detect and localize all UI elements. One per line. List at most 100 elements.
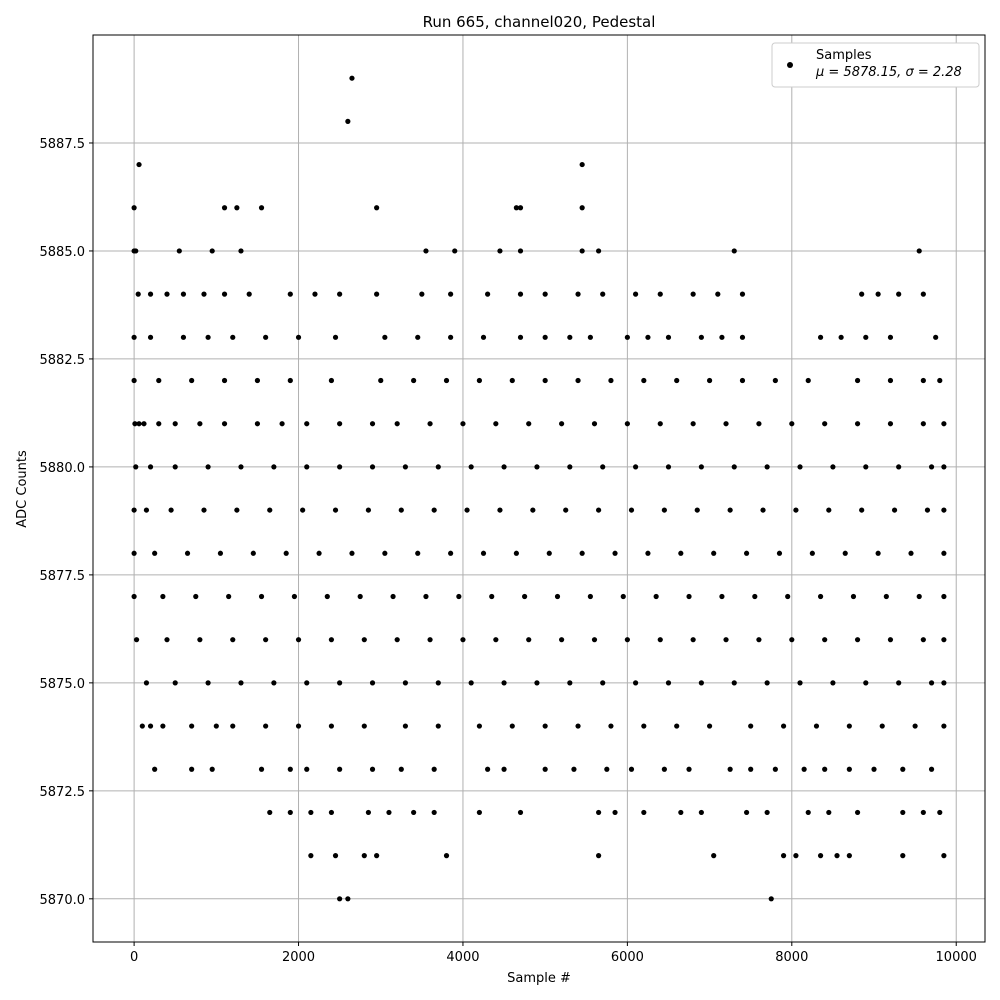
data-point xyxy=(369,421,376,427)
y-tick-label: 5877.5 xyxy=(40,569,86,584)
data-point xyxy=(579,205,585,211)
data-point xyxy=(526,637,532,643)
data-point xyxy=(423,593,429,600)
data-point xyxy=(304,464,310,470)
legend-stats: μ = 5878.15, σ = 2.28 xyxy=(815,65,962,80)
data-point xyxy=(920,291,926,297)
data-point xyxy=(513,205,519,211)
data-point xyxy=(135,291,141,297)
data-point xyxy=(941,550,947,556)
data-point xyxy=(139,723,145,729)
data-point xyxy=(394,637,400,643)
data-point xyxy=(448,550,454,556)
data-point xyxy=(419,291,425,297)
data-point xyxy=(197,637,203,643)
data-point xyxy=(435,723,441,729)
data-point xyxy=(542,723,548,729)
data-point xyxy=(398,766,404,772)
data-point xyxy=(456,593,462,600)
data-point xyxy=(164,637,170,643)
data-points xyxy=(131,75,947,902)
data-point xyxy=(817,853,824,859)
data-point xyxy=(805,377,811,384)
data-point xyxy=(941,637,947,643)
data-point xyxy=(308,853,314,859)
data-point xyxy=(328,377,335,384)
data-point xyxy=(916,593,922,600)
data-point xyxy=(369,766,376,772)
data-point xyxy=(579,550,585,556)
x-tick-label: 10000 xyxy=(936,950,977,965)
data-point xyxy=(764,464,770,470)
chart-title: Run 665, channel020, Pedestal xyxy=(423,13,656,31)
data-point xyxy=(645,550,651,556)
data-point xyxy=(337,766,343,772)
data-point xyxy=(846,853,852,859)
data-point xyxy=(596,507,602,513)
data-point xyxy=(287,766,293,772)
data-point xyxy=(596,809,602,816)
data-point xyxy=(534,464,540,470)
data-point xyxy=(575,291,581,297)
data-point xyxy=(941,680,947,686)
data-point xyxy=(600,291,606,297)
data-point xyxy=(398,507,404,513)
data-point xyxy=(554,593,561,600)
x-axis-label: Sample # xyxy=(507,971,571,986)
data-point xyxy=(513,550,519,556)
data-point xyxy=(739,334,746,340)
data-point xyxy=(238,464,244,470)
data-point xyxy=(390,593,396,600)
data-point xyxy=(168,507,174,513)
data-point xyxy=(567,464,573,470)
data-point xyxy=(221,421,228,427)
data-point xyxy=(579,161,585,168)
data-point xyxy=(596,248,602,254)
data-point xyxy=(752,593,758,600)
data-point xyxy=(131,334,137,340)
y-axis: 5870.0 5872.5 5875.0 5877.5 5880.0 5882.5 5885… xyxy=(40,137,93,908)
data-point xyxy=(846,723,852,729)
data-point xyxy=(221,291,228,297)
data-point xyxy=(386,809,392,816)
data-point xyxy=(789,421,795,427)
data-point xyxy=(723,637,729,643)
data-point xyxy=(287,377,293,384)
data-point xyxy=(748,766,754,772)
data-point xyxy=(258,766,265,772)
data-point xyxy=(230,723,236,729)
data-point xyxy=(661,766,667,772)
data-point xyxy=(772,377,778,384)
data-point xyxy=(822,637,828,643)
data-point xyxy=(328,723,335,729)
data-point xyxy=(133,637,140,643)
data-point xyxy=(937,809,943,816)
data-point xyxy=(686,766,692,772)
data-point xyxy=(706,377,713,384)
x-tick-label: 6000 xyxy=(611,950,644,965)
data-point xyxy=(711,550,717,556)
data-point xyxy=(665,680,672,686)
data-point xyxy=(534,680,540,686)
data-point xyxy=(411,377,417,384)
data-point xyxy=(941,421,947,427)
data-point xyxy=(141,421,147,427)
data-point xyxy=(180,334,187,340)
data-point xyxy=(361,723,367,729)
data-point xyxy=(501,680,507,686)
x-axis: 0 2000 4000 6000 8000 10000 xyxy=(130,942,977,965)
legend-marker xyxy=(787,62,793,68)
data-point xyxy=(941,723,947,729)
data-point xyxy=(205,334,211,340)
data-point xyxy=(332,507,339,513)
data-point xyxy=(205,680,211,686)
data-point xyxy=(443,853,450,859)
data-point xyxy=(131,377,137,384)
data-point xyxy=(645,334,651,340)
data-point xyxy=(641,377,647,384)
data-point xyxy=(172,464,178,470)
data-point xyxy=(133,248,139,254)
data-point xyxy=(686,593,692,600)
data-point xyxy=(431,809,437,816)
data-point xyxy=(559,421,565,427)
